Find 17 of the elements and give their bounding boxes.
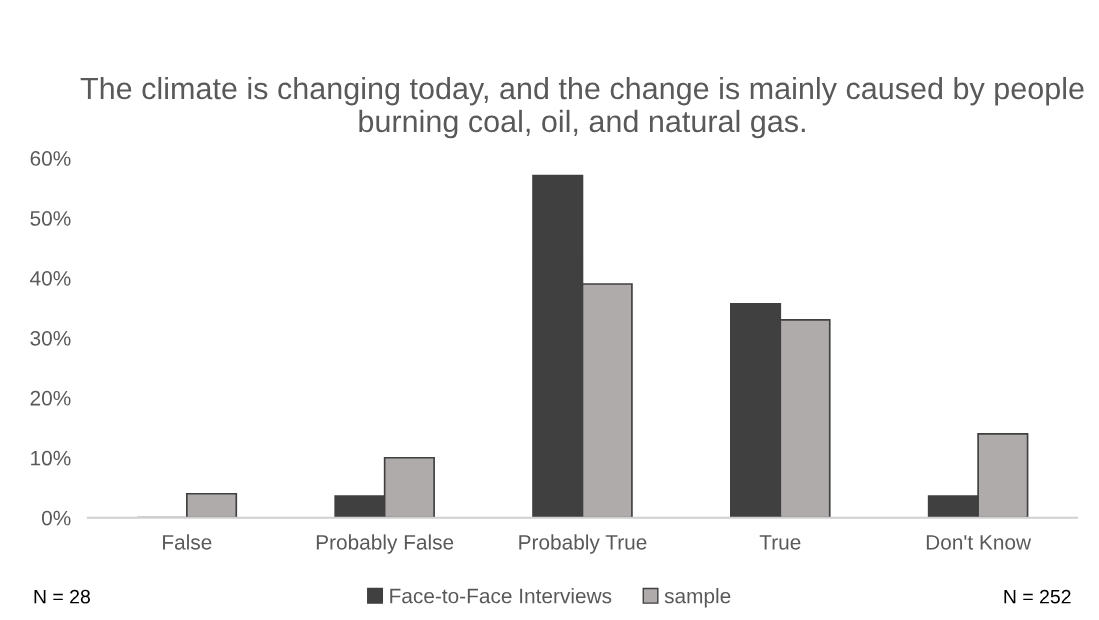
text: N = 28 (34, 589, 90, 604)
legend-label: sample (664, 588, 731, 608)
y-tick-label: 10% (31, 450, 71, 466)
text: N = 252 (1004, 589, 1071, 604)
x-tick-label: Probably True (519, 534, 647, 554)
x-tick-label: Don't Know (926, 535, 1032, 550)
x-tick-label: True (759, 535, 801, 550)
chart-title: The climate is changing today, and the change is mainly caused by people burning coal, oil, and natural gas. (80, 76, 1084, 139)
y-tick-label: 40% (30, 270, 71, 286)
y-tick-label: 50% (30, 211, 71, 226)
y-tick-label: 20% (30, 390, 71, 406)
x-tick-label: False (163, 534, 212, 550)
y-tick-label: 60% (30, 151, 71, 166)
y-tick-label: 0% (41, 510, 71, 526)
y-tick-label: 30% (30, 330, 71, 346)
legend-label: Face-to-Face Interviews (390, 588, 612, 604)
x-tick-label: Probably False (316, 534, 454, 554)
